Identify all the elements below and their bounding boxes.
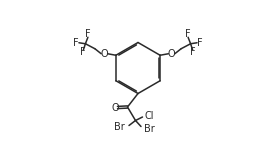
Text: F: F [190, 47, 196, 57]
Text: F: F [80, 47, 86, 57]
Text: F: F [73, 38, 79, 48]
Text: O: O [112, 102, 119, 113]
Text: O: O [101, 49, 108, 59]
Text: Br: Br [144, 124, 155, 133]
Text: Br: Br [115, 123, 125, 132]
Text: F: F [85, 29, 91, 39]
Text: Cl: Cl [145, 111, 154, 121]
Text: F: F [185, 29, 191, 39]
Text: F: F [197, 38, 203, 48]
Text: O: O [168, 49, 175, 59]
